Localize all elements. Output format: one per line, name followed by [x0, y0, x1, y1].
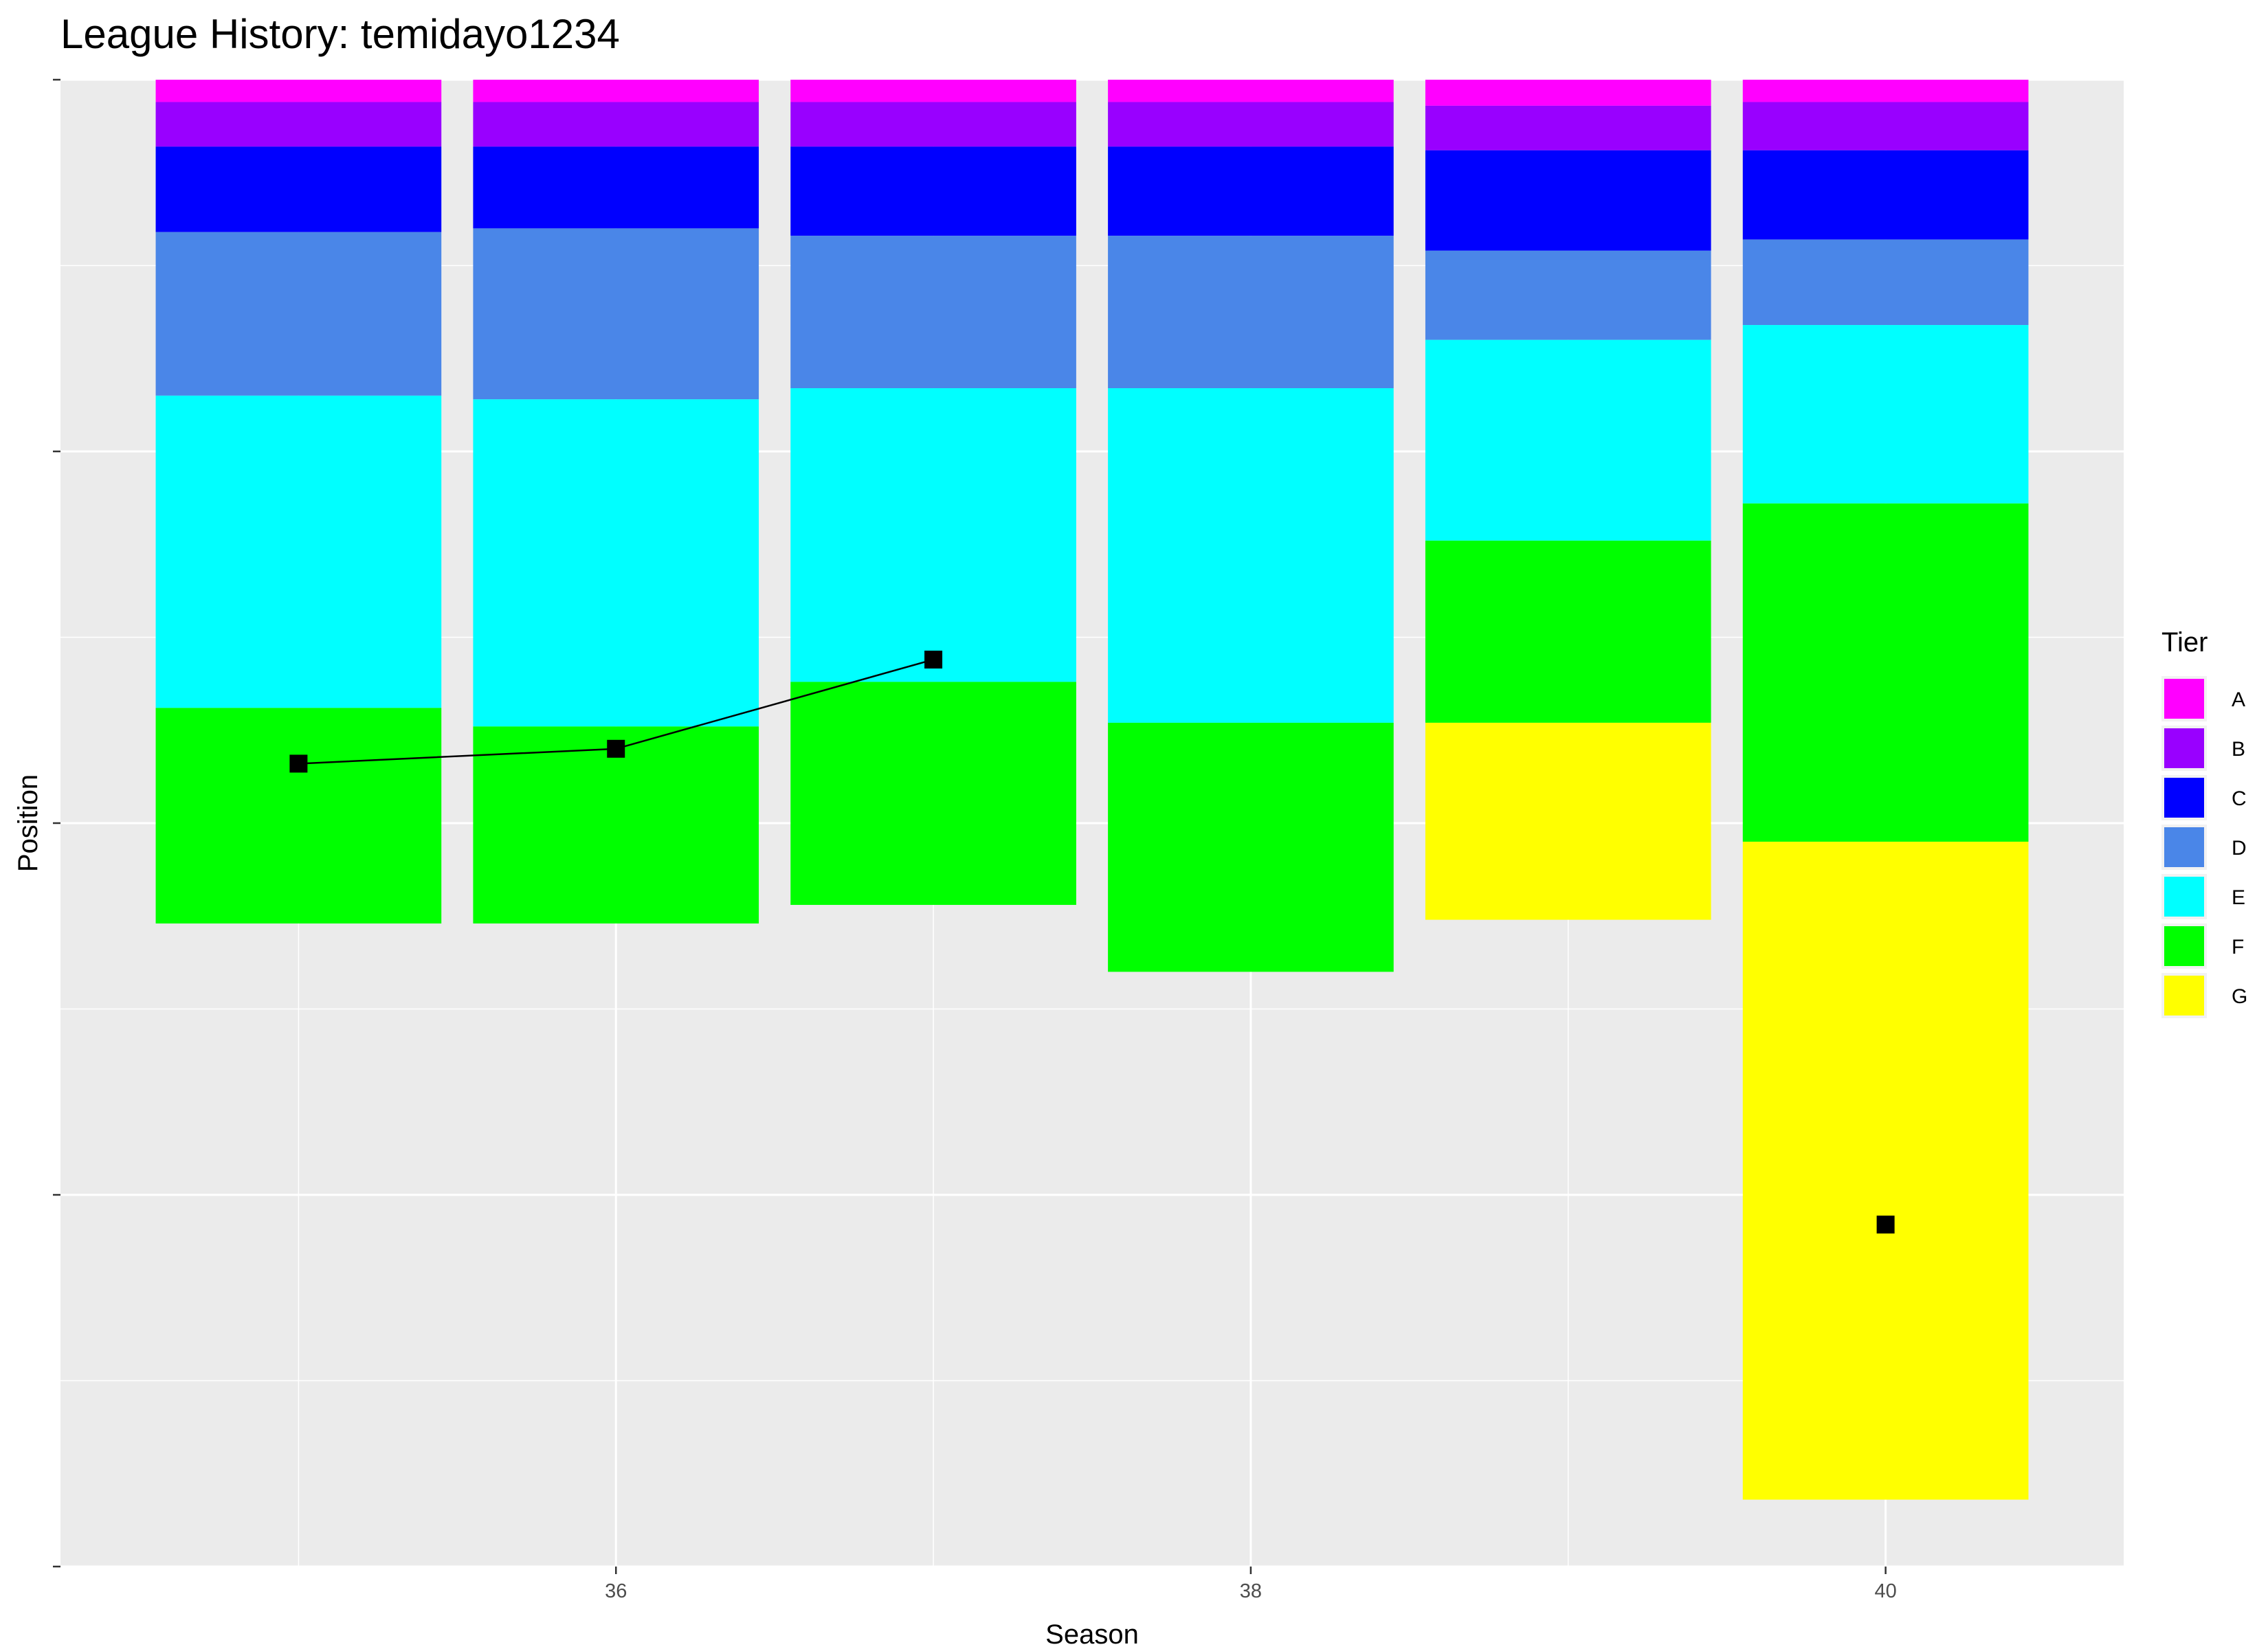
legend-label-G: G	[2232, 985, 2247, 1008]
bar-segment-D	[790, 236, 1076, 389]
bar-segment-C	[1108, 146, 1394, 236]
legend-label-E: E	[2232, 886, 2245, 909]
position-point	[924, 650, 943, 669]
bar-segment-F	[790, 682, 1076, 906]
bar-segment-B	[1108, 102, 1394, 147]
bar-segment-E	[1108, 388, 1394, 723]
bar-segment-B	[1742, 102, 2029, 150]
bar-segment-D	[473, 228, 759, 400]
bar-segment-A	[155, 80, 442, 102]
legend-label-B: B	[2232, 738, 2245, 761]
legend-label-D: D	[2232, 837, 2247, 860]
bar-stack-season-39	[1425, 80, 1711, 920]
bar-segment-C	[473, 146, 759, 229]
position-point	[289, 754, 308, 773]
x-tick-label: 36	[605, 1580, 627, 1602]
bar-segment-F	[1108, 722, 1394, 972]
x-tick-label: 40	[1874, 1580, 1896, 1602]
bar-segment-F	[473, 726, 759, 924]
bar-stack-season-40	[1742, 80, 2029, 1500]
bar-segment-E	[1425, 339, 1711, 541]
bar-segment-D	[1742, 239, 2029, 326]
bar-stack-season-37	[790, 80, 1076, 906]
legend-swatch-F	[2164, 926, 2204, 966]
bar-segment-D	[1425, 250, 1711, 340]
bar-segment-F	[1742, 503, 2029, 842]
bar-segment-E	[1742, 325, 2029, 504]
bar-segment-G	[1425, 722, 1711, 920]
legend-swatch-A	[2164, 679, 2204, 719]
bar-segment-D	[1108, 236, 1394, 389]
bar-stack-season-38	[1108, 80, 1394, 972]
legend-swatch-G	[2164, 976, 2204, 1016]
legend-swatch-B	[2164, 728, 2204, 768]
bar-segment-E	[155, 395, 442, 708]
bar-segment-A	[1742, 80, 2029, 102]
x-axis-title: Season	[1045, 1619, 1139, 1649]
chart-title: League History: temidayo1234	[60, 11, 620, 57]
bar-segment-A	[473, 80, 759, 102]
bar-segment-E	[790, 388, 1076, 682]
legend-label-F: F	[2232, 936, 2244, 958]
legend-swatch-E	[2164, 877, 2204, 917]
position-point	[1876, 1215, 1895, 1234]
bar-segment-C	[1425, 150, 1711, 251]
bar-segment-B	[790, 102, 1076, 147]
position-point	[607, 739, 625, 758]
bar-stack-season-36	[473, 80, 759, 924]
axes: 36 38 40	[53, 78, 1897, 1602]
bar-segment-A	[1108, 80, 1394, 102]
bar-stacks	[155, 80, 2029, 1500]
bar-segment-F	[1425, 540, 1711, 723]
legend: Tier A B C D E F G	[2161, 627, 2247, 1018]
bar-segment-C	[1742, 150, 2029, 240]
legend-label-C: C	[2232, 787, 2247, 810]
bar-segment-E	[473, 399, 759, 727]
bar-segment-G	[1742, 842, 2029, 1500]
legend-label-A: A	[2232, 688, 2245, 711]
bar-segment-B	[473, 102, 759, 147]
player-position-points	[289, 650, 1895, 1234]
bar-segment-B	[1425, 105, 1711, 150]
bar-segment-A	[790, 80, 1076, 102]
x-tick-label: 38	[1240, 1580, 1262, 1602]
legend-swatch-C	[2164, 778, 2204, 818]
bar-stack-season-35	[155, 80, 442, 924]
legend-title: Tier	[2161, 627, 2208, 658]
bar-segment-A	[1425, 80, 1711, 106]
bar-segment-C	[790, 146, 1076, 236]
bar-segment-C	[155, 146, 442, 232]
bar-segment-D	[155, 232, 442, 396]
bar-segment-F	[155, 708, 442, 924]
legend-swatch-D	[2164, 827, 2204, 867]
y-axis-title: Position	[13, 774, 43, 872]
bar-segment-B	[155, 102, 442, 147]
